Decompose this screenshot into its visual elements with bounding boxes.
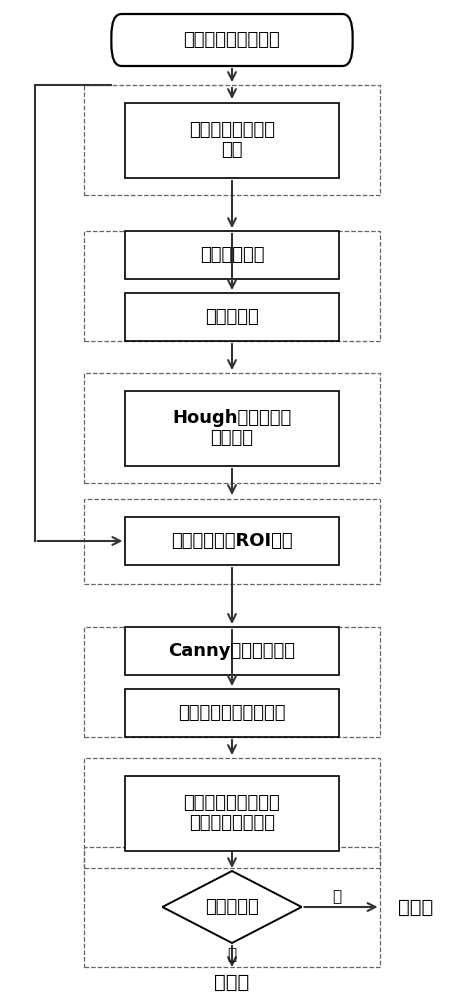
Bar [83,85,380,195]
Text: 分割管件端口ROI区域: 分割管件端口ROI区域 [171,532,292,550]
Text: 小于阈值？: 小于阈值？ [205,898,258,916]
Text: 筛选绘制边缘二值图像: 筛选绘制边缘二值图像 [178,704,285,722]
Bar [83,231,380,341]
Text: 有螺纹: 有螺纹 [214,972,249,992]
Bar [125,689,338,737]
Text: 否: 否 [331,890,340,904]
Bar [83,758,380,868]
Bar [83,498,380,583]
Bar [125,293,338,341]
Text: 是: 是 [227,948,236,962]
Bar [125,627,338,675]
Text: 图像减法剔除背景
区域: 图像减法剔除背景 区域 [188,121,275,159]
Bar [125,231,338,279]
Bar [83,627,380,737]
Text: 计算灰度共生矩阵，
并求解能量值属性: 计算灰度共生矩阵， 并求解能量值属性 [183,794,280,832]
Bar [125,390,338,466]
Text: 形态学处理: 形态学处理 [205,308,258,326]
Text: Canny算子提取边缘: Canny算子提取边缘 [168,642,295,660]
Text: Hough变换定位管
件端口圆: Hough变换定位管 件端口圆 [172,409,291,447]
Bar [83,847,380,967]
Bar [125,776,338,850]
Bar [125,517,338,565]
Text: 动态阈值分割: 动态阈值分割 [199,246,264,264]
Text: 摄像机采集管件图像: 摄像机采集管件图像 [183,31,280,49]
Bar [83,373,380,483]
Polygon shape [162,871,301,943]
FancyBboxPatch shape [111,14,352,66]
Bar [125,103,338,178]
Text: 无螺纹: 无螺纹 [397,898,432,916]
